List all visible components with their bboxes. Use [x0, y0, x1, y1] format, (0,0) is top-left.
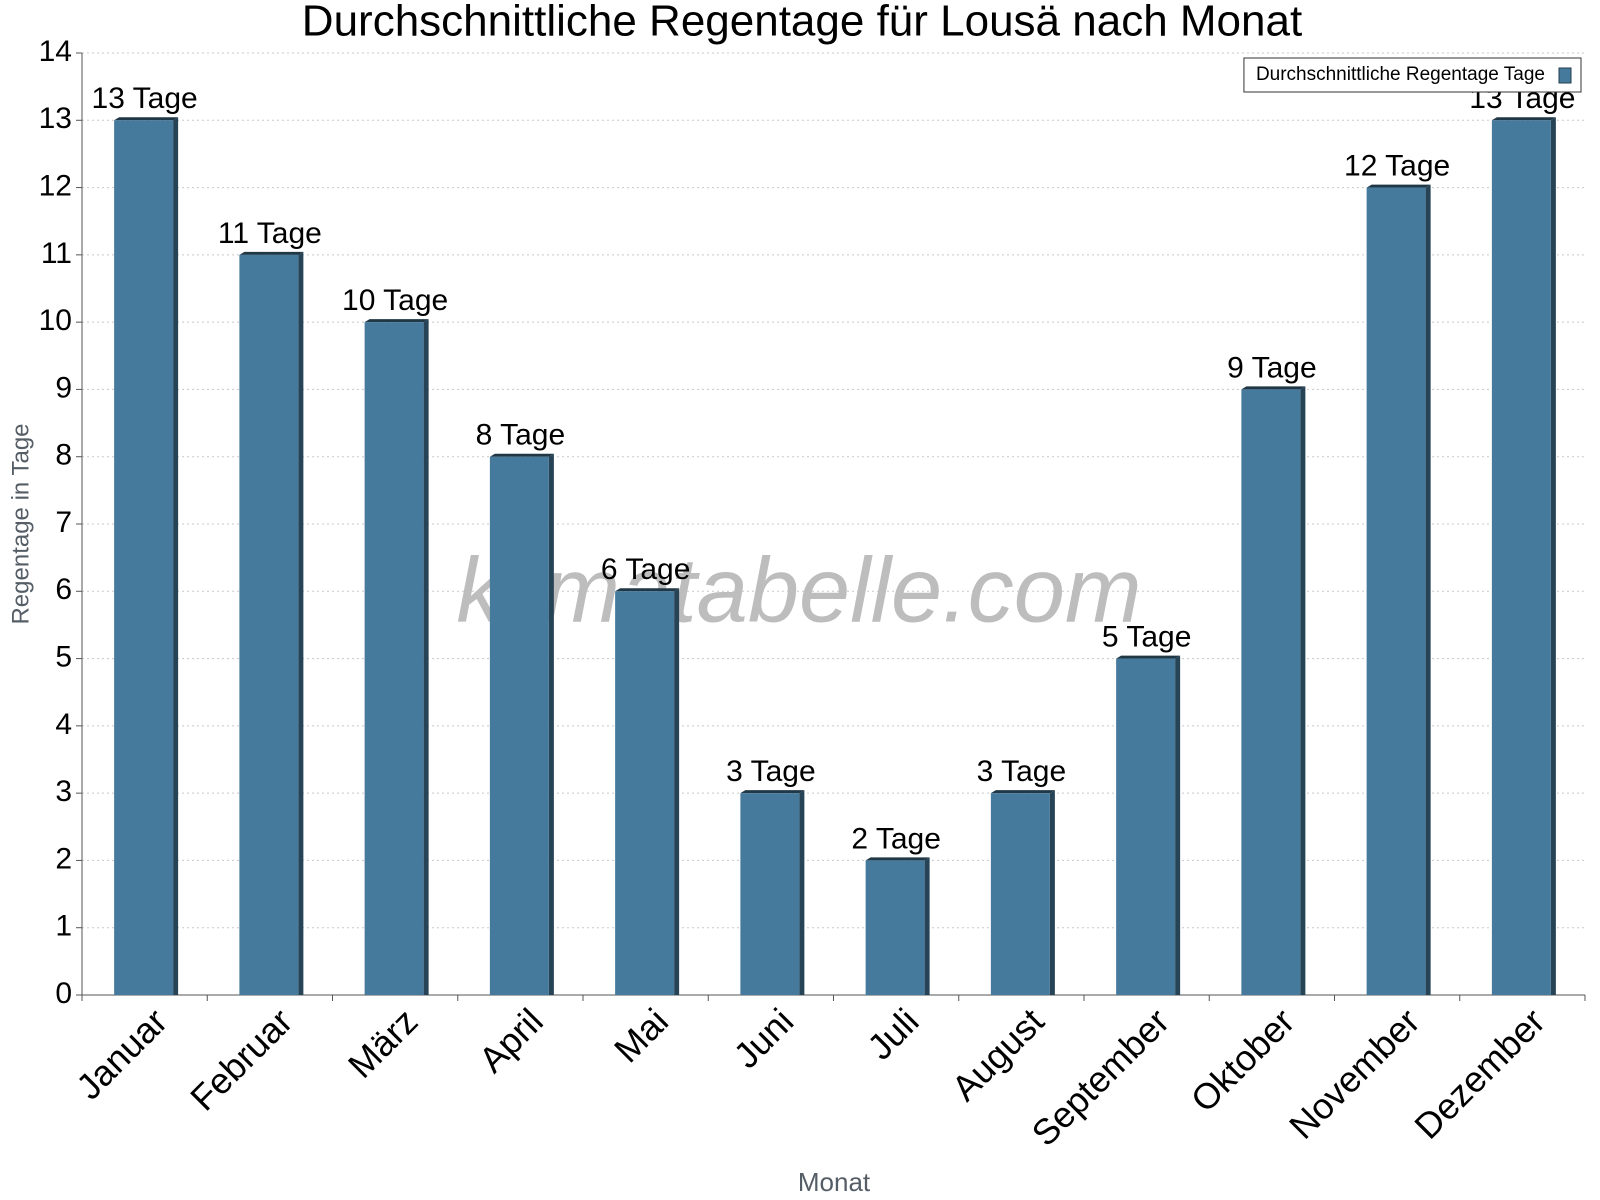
legend: Durchschnittliche Regentage Tage [1243, 57, 1582, 93]
bar-side [173, 117, 179, 996]
legend-swatch [1558, 67, 1572, 84]
value-label: 8 Tage [476, 419, 566, 452]
y-tick-label: 11 [41, 237, 72, 270]
bar-side [1049, 790, 1055, 995]
bar [239, 254, 299, 995]
y-tick-label: 13 [39, 102, 72, 135]
y-tick-label: 10 [39, 304, 72, 337]
value-label: 6 Tage [601, 553, 691, 586]
bar [865, 860, 925, 995]
bar [364, 322, 424, 996]
y-tick-label: 1 [55, 910, 72, 943]
y-tick-label: 4 [55, 708, 72, 741]
bar [990, 793, 1050, 995]
bar-top [1491, 117, 1556, 121]
bar-group [489, 453, 554, 995]
bar-top [239, 251, 304, 255]
bar [1491, 120, 1551, 996]
bar-side [924, 857, 930, 995]
bar-side [1425, 184, 1431, 996]
bar-top [865, 857, 930, 861]
bar-group [114, 117, 179, 996]
bar-group [1116, 655, 1181, 995]
bar-side [1175, 655, 1181, 995]
bar [615, 591, 675, 995]
bar-side [298, 251, 304, 995]
value-label: 3 Tage [977, 755, 1067, 788]
legend-label: Durchschnittliche Regentage Tage [1256, 64, 1545, 85]
bar-group [865, 857, 930, 995]
bar-side [1300, 386, 1306, 995]
y-tick-label: 12 [39, 169, 72, 202]
value-label: 12 Tage [1344, 149, 1450, 182]
y-tick-label: 0 [55, 977, 72, 1010]
chart-title: Durchschnittliche Regentage für Lousä na… [302, 0, 1302, 46]
bar-top [1241, 386, 1306, 390]
bar [1241, 389, 1301, 995]
bar-group [990, 790, 1055, 995]
value-label: 11 Tage [218, 217, 322, 250]
x-axis-label: Monat [798, 1167, 871, 1197]
y-tick-label: 3 [55, 775, 72, 808]
bar-group [364, 319, 429, 996]
bar-side [674, 588, 680, 995]
bar-group [1491, 117, 1556, 996]
bar-top [1116, 655, 1181, 659]
y-tick-label: 9 [55, 371, 72, 404]
bar-group [1366, 184, 1431, 996]
bar-top [364, 319, 429, 323]
y-tick-label: 6 [55, 573, 72, 606]
y-tick-label: 7 [55, 506, 72, 539]
value-label: 5 Tage [1102, 620, 1192, 653]
bar-group [239, 251, 304, 995]
bar-side [423, 319, 429, 996]
bar-group [1241, 386, 1306, 995]
bar [1366, 187, 1426, 996]
bar-top [114, 117, 179, 121]
bar-top [740, 790, 805, 794]
bar-top [615, 588, 680, 592]
y-tick-label: 5 [55, 640, 72, 673]
bar-top [990, 790, 1055, 794]
bar-side [548, 453, 554, 995]
legend-box [1243, 57, 1582, 93]
y-tick-label: 14 [39, 35, 72, 68]
bar [1116, 658, 1176, 995]
value-label: 9 Tage [1227, 351, 1317, 384]
y-tick-label: 2 [55, 842, 72, 875]
bar [740, 793, 800, 995]
bar-top [489, 453, 554, 457]
bar [114, 120, 174, 996]
bar-group [740, 790, 805, 995]
value-label: 10 Tage [342, 284, 448, 317]
watermark: klimatabelle.com [456, 539, 1141, 641]
bar-group [615, 588, 680, 995]
bar-top [1366, 184, 1431, 188]
bar [489, 456, 549, 995]
bar-side [799, 790, 805, 995]
y-tick-label: 8 [55, 439, 72, 472]
value-label: 3 Tage [726, 755, 816, 788]
y-axis-label: Regentage in Tage [7, 423, 34, 624]
bar-side [1550, 117, 1556, 996]
value-label: 2 Tage [851, 822, 941, 855]
value-label: 13 Tage [92, 82, 198, 115]
